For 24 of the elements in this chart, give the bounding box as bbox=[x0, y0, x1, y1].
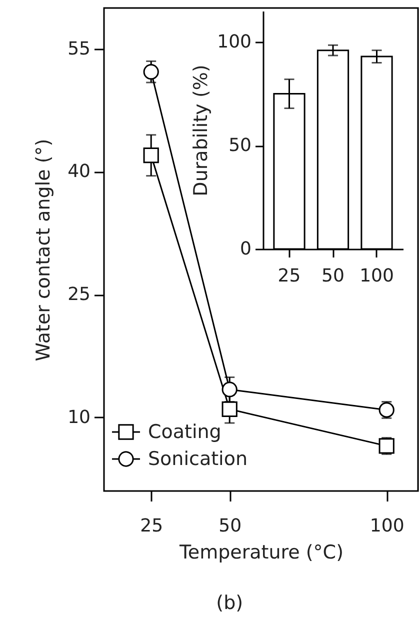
y-tick-label: 50 bbox=[228, 135, 252, 156]
point bbox=[222, 382, 238, 398]
y-tick-label: 40 bbox=[68, 161, 90, 182]
y-tick-label: 55 bbox=[68, 38, 90, 60]
legend-label: Coating bbox=[148, 421, 222, 443]
y-tick-label: 10 bbox=[68, 406, 90, 428]
x-tick-label: 25 bbox=[140, 516, 164, 536]
text: (b) bbox=[216, 592, 244, 614]
point bbox=[378, 402, 394, 418]
x-tick-label: 100 bbox=[360, 266, 394, 286]
legend-label: Sonication bbox=[148, 448, 248, 470]
x-tick-label: 100 bbox=[370, 516, 404, 536]
y-axis-title: Water contact angle (°) bbox=[32, 138, 55, 362]
point bbox=[143, 148, 159, 164]
y-tick-label: 25 bbox=[68, 284, 90, 306]
y-axis-title: Durability (%) bbox=[190, 64, 212, 196]
x-axis-title: Temperature (°C) bbox=[178, 542, 344, 564]
y-tick-label: 0 bbox=[240, 238, 252, 260]
x-tick-label: 25 bbox=[278, 266, 301, 286]
y-tick-label: 100 bbox=[217, 32, 252, 53]
x-tick-label: 50 bbox=[322, 266, 344, 286]
point bbox=[378, 438, 394, 454]
point bbox=[143, 64, 159, 80]
point bbox=[222, 401, 238, 417]
